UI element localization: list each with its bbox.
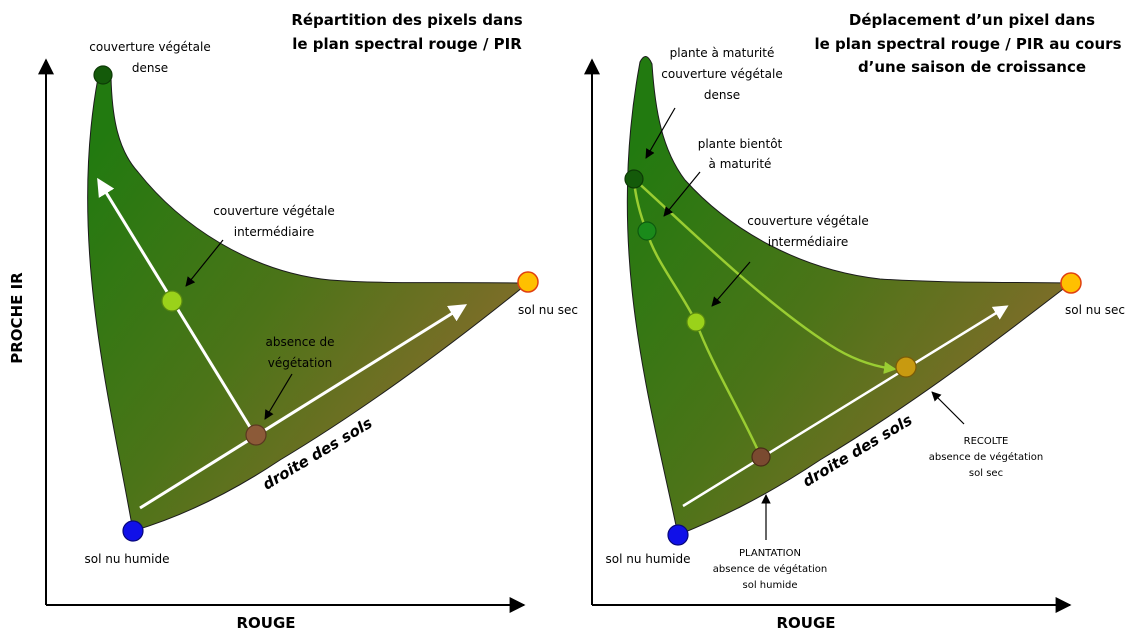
right-near-mature-pointer: [663, 171, 701, 217]
right-near-mature-point: [637, 221, 657, 241]
left-soil-line-arrow: [139, 304, 468, 510]
left-intermediate-point: [161, 290, 183, 312]
right-dry-soil-label: sol nu sec: [1065, 303, 1125, 317]
right-growth-trajectory: [632, 178, 763, 458]
left-spectral-region: [87, 70, 530, 532]
right-title-line3: d’une saison de croissance: [858, 58, 1086, 76]
right-soil-line-arrow: [682, 305, 1009, 508]
right-intermediate-pointer: [711, 261, 751, 307]
left-intermediate-label-line2: intermédiaire: [234, 225, 315, 239]
left-title-line2: le plan spectral rouge / PIR: [292, 35, 522, 53]
left-wet-soil-point: [122, 520, 144, 542]
right-near-mature-label-line1: plante bientôt: [698, 137, 783, 151]
right-mature-pointer: [645, 107, 676, 159]
left-x-axis-label: ROUGE: [236, 614, 295, 632]
left-y-axis-label: PROCHE IR: [8, 272, 26, 364]
right-harvest-label-line2: absence de végétation: [929, 451, 1043, 463]
right-planting-point: [751, 447, 771, 467]
left-absence-point: [245, 424, 267, 446]
right-mature-label-line1: plante à maturité: [670, 46, 775, 60]
right-planting-label-line1: PLANTATION: [739, 548, 801, 559]
right-mature-point: [624, 169, 644, 189]
left-title-line1: Répartition des pixels dans: [291, 11, 522, 29]
left-panel: Répartition des pixels dans le plan spec…: [8, 11, 578, 632]
left-absence-pointer: [264, 373, 293, 420]
left-dry-soil-point: [517, 271, 539, 293]
left-absence-label-line2: végétation: [268, 356, 333, 370]
left-dry-soil-label: sol nu sec: [518, 303, 578, 317]
right-harvest-label-line3: sol sec: [969, 468, 1003, 479]
left-absence-label-line1: absence de: [265, 335, 334, 349]
right-harvest-pointer: [931, 391, 965, 425]
right-planting-label-line2: absence de végétation: [713, 563, 827, 575]
right-panel: Déplacement d’un pixel dans le plan spec…: [584, 11, 1125, 632]
right-planting-label-line3: sol humide: [743, 580, 798, 591]
right-wet-soil-label: sol nu humide: [605, 552, 690, 566]
right-title-line2: le plan spectral rouge / PIR au cours: [814, 35, 1121, 53]
right-harvest-point: [895, 356, 917, 378]
left-wet-soil-label: sol nu humide: [84, 552, 169, 566]
left-dense-label-line1: couverture végétale: [89, 40, 210, 54]
right-intermediate-point: [686, 312, 706, 332]
right-dry-soil-point: [1060, 272, 1082, 294]
right-mature-label-line2: couverture végétale: [661, 67, 782, 81]
left-dense-label-line2: dense: [132, 61, 168, 75]
right-title-line1: Déplacement d’un pixel dans: [849, 11, 1095, 29]
right-spectral-region: [626, 56, 1073, 536]
right-intermediate-label-line1: couverture végétale: [747, 214, 868, 228]
right-harvest-label-line1: RECOLTE: [964, 436, 1009, 447]
right-wet-soil-point: [667, 524, 689, 546]
right-mature-label-line3: dense: [704, 88, 740, 102]
right-x-axis-label: ROUGE: [776, 614, 835, 632]
left-dense-point: [93, 65, 113, 85]
left-intermediate-pointer: [185, 239, 224, 287]
left-intermediate-label-line1: couverture végétale: [213, 204, 334, 218]
right-intermediate-label-line2: intermédiaire: [768, 235, 849, 249]
right-near-mature-label-line2: à maturité: [709, 157, 772, 171]
